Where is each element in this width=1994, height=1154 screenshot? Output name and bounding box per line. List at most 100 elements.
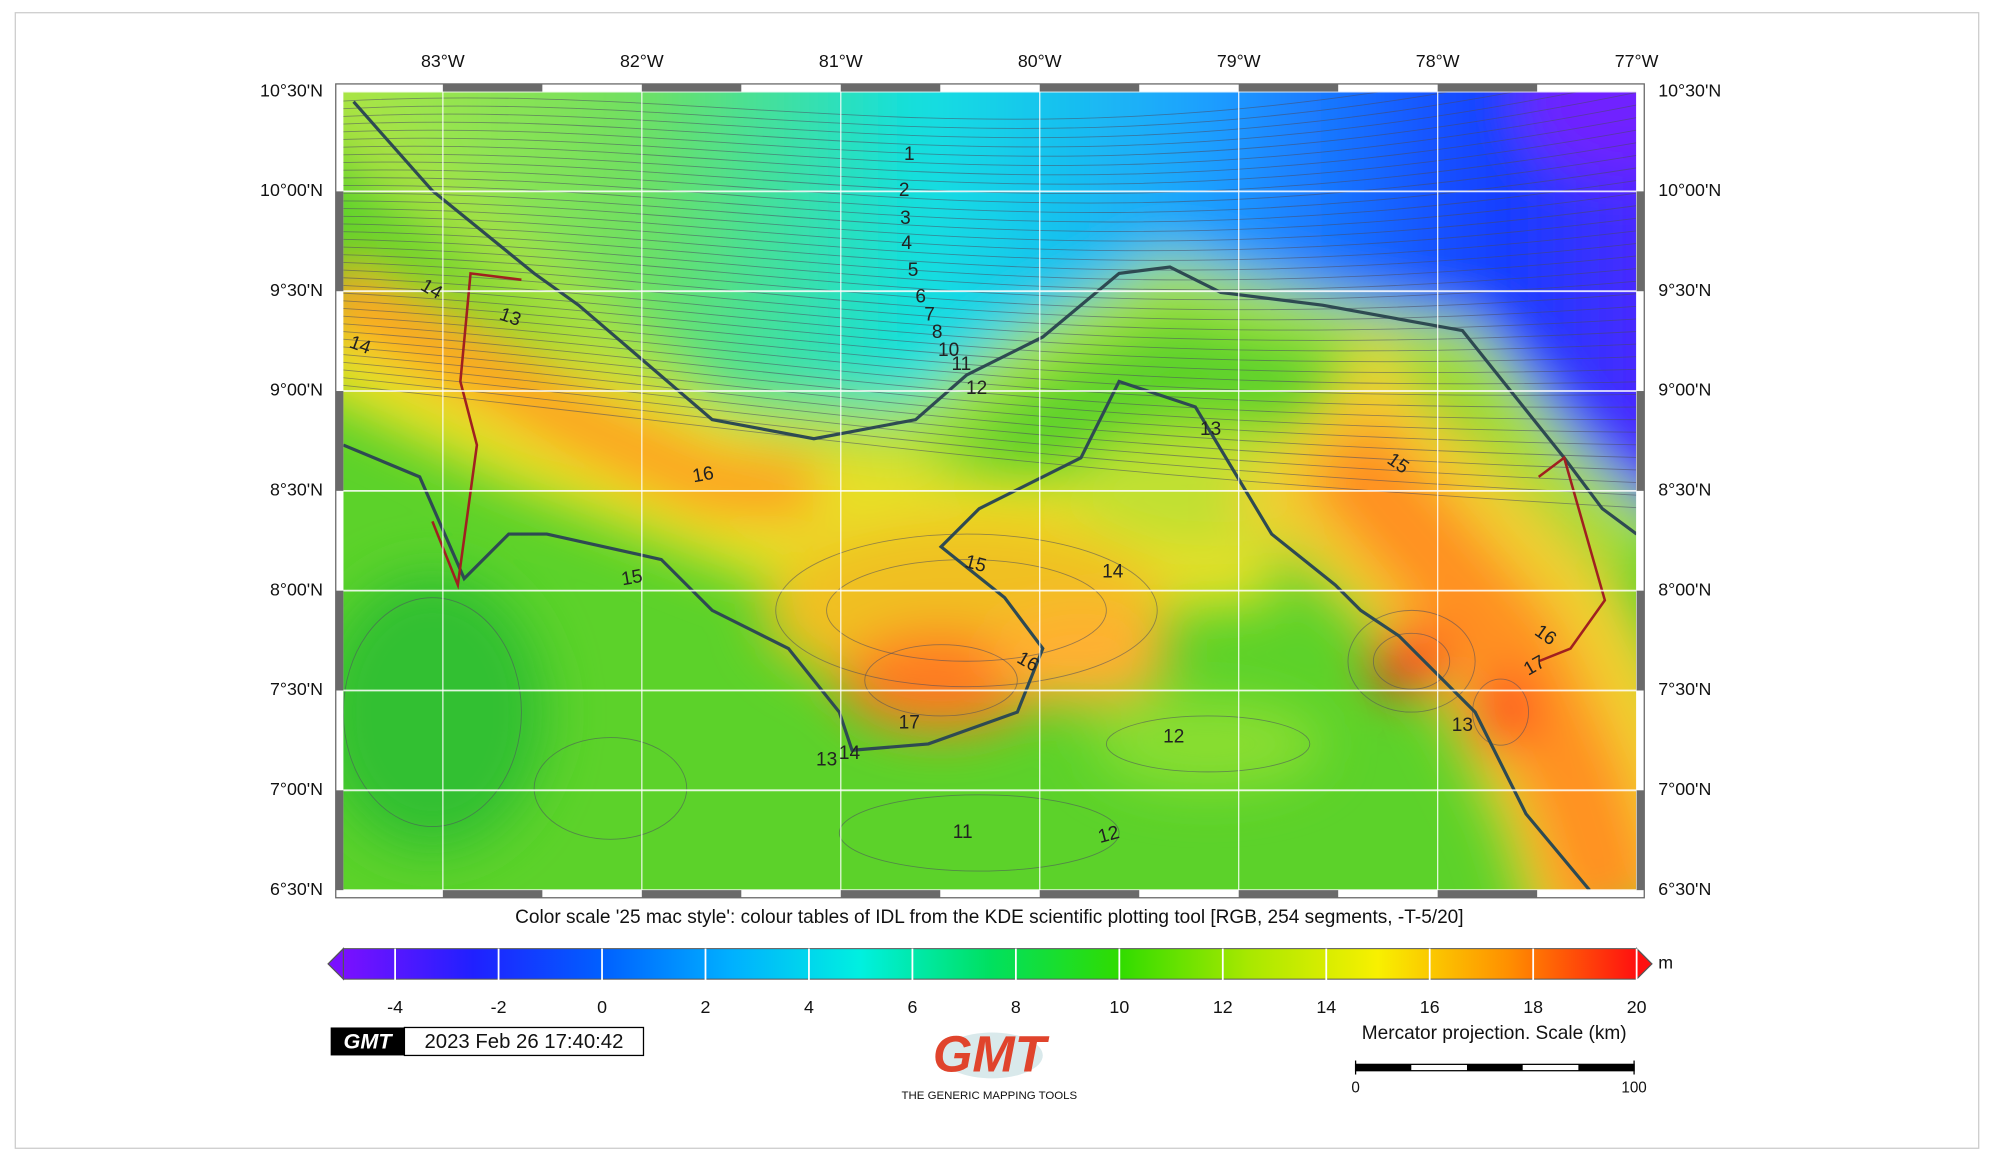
contour-line xyxy=(343,254,1637,311)
contour-label: 12 xyxy=(966,378,987,399)
lat-tick-label-left: 9°30'N xyxy=(270,280,323,300)
contour-line xyxy=(343,154,1637,204)
colorbar-tick-label: 12 xyxy=(1213,997,1233,1017)
lon-tick-label: 81°W xyxy=(819,51,863,71)
contour-line xyxy=(343,129,1637,185)
contour-line xyxy=(343,361,1637,471)
contour-label: 13 xyxy=(1452,715,1473,736)
lat-tick-label-right: 7°30'N xyxy=(1658,679,1711,699)
contour-line xyxy=(343,91,1385,120)
contour-line xyxy=(343,338,1637,433)
timestamp-logo: GMT xyxy=(344,1028,394,1053)
colorbar-high-triangle xyxy=(1635,947,1653,981)
lat-tick-label-right: 10°30'N xyxy=(1658,80,1721,100)
orange-ridge xyxy=(343,266,816,519)
contour-label: 12 xyxy=(1163,727,1184,748)
frame-segment xyxy=(1039,890,1140,898)
northeast-low xyxy=(1519,91,1637,179)
contour-loop xyxy=(1347,609,1476,713)
darien-peak-2 xyxy=(1467,673,1534,751)
colorbar-low-triangle xyxy=(327,947,345,981)
contour-line xyxy=(343,91,1454,129)
azuero-east xyxy=(991,604,1170,706)
lat-tick-label-right: 8°00'N xyxy=(1658,579,1711,599)
southwest-low xyxy=(343,572,547,852)
contour-line xyxy=(343,346,1637,446)
contour-label: 5 xyxy=(908,260,919,281)
contour-label: 14 xyxy=(839,743,861,764)
colorbar-tick-label: -2 xyxy=(491,997,507,1017)
colorbar-tick-label: 8 xyxy=(1011,997,1021,1017)
contour-label: 11 xyxy=(953,822,973,843)
lon-tick-label: 79°W xyxy=(1217,51,1261,71)
contour-label: 10 xyxy=(938,340,959,361)
contour-loop xyxy=(775,533,1158,688)
contour-line xyxy=(343,167,1637,213)
colorbar-tick-label: 10 xyxy=(1109,997,1129,1017)
colorbar-tick-label: 0 xyxy=(597,997,607,1017)
south-low xyxy=(1093,699,1323,789)
frame-segment xyxy=(1636,790,1645,891)
logo-globe xyxy=(941,1032,1043,1079)
contour-label: 13 xyxy=(1200,419,1221,440)
frame-segment xyxy=(1437,83,1538,92)
colorbar-tick-label: 6 xyxy=(907,997,917,1017)
frame-segment xyxy=(840,83,941,92)
page-border xyxy=(14,12,1980,1149)
contour-line xyxy=(343,377,1637,496)
contour-loop xyxy=(533,737,688,840)
contour-line xyxy=(343,208,1637,252)
colorbar-tick-label: 4 xyxy=(804,997,814,1017)
frame-segment xyxy=(641,83,742,92)
coast-band xyxy=(343,97,1637,569)
colorbar: -4 -2 0 2 4 6 8 10 12 14 16 18 20 xyxy=(327,947,1653,1017)
frame-segment xyxy=(1238,890,1339,898)
contour-label: 15 xyxy=(620,566,645,590)
colorbar-tick-label: -4 xyxy=(387,997,403,1017)
frame-segment xyxy=(335,191,344,292)
contour-loop xyxy=(1372,632,1451,690)
darien-peak xyxy=(1370,628,1453,695)
logo-text: GMT xyxy=(933,1025,1050,1082)
frame-segment xyxy=(335,391,344,491)
contour-line xyxy=(343,323,1637,408)
border-colombia xyxy=(1537,455,1607,663)
timestamp-box xyxy=(403,1026,645,1057)
lat-tick-label-right: 8°30'N xyxy=(1658,480,1711,500)
frame-segment xyxy=(1636,590,1645,691)
contour-loop xyxy=(838,794,1120,872)
contour-label: 13 xyxy=(816,749,837,770)
contour-line xyxy=(343,180,1637,223)
border-costa-rica xyxy=(431,271,522,590)
scale-bar-segment xyxy=(1355,1064,1412,1071)
colorbar-unit: m xyxy=(1658,953,1673,973)
contour-line xyxy=(343,331,1637,421)
scale-title: Mercator projection. Scale (km) xyxy=(1362,1023,1627,1044)
contour-line xyxy=(343,117,1637,176)
colorbar-tick-label: 20 xyxy=(1627,997,1647,1017)
contour-line xyxy=(343,91,1637,157)
contour-loop xyxy=(864,644,1018,717)
contour-label: 3 xyxy=(900,208,911,229)
contour-line xyxy=(343,292,1637,363)
contour-label: 7 xyxy=(924,304,935,325)
scale-bar-segment xyxy=(1466,1064,1523,1071)
frame-segment xyxy=(641,890,742,898)
colorbar-ramp xyxy=(342,948,1638,980)
contour-line xyxy=(343,104,1637,166)
darien-orange xyxy=(1296,411,1637,891)
timestamp-logo-box xyxy=(330,1027,405,1056)
contour-label: 1 xyxy=(904,144,915,165)
lon-tick-label: 82°W xyxy=(620,51,664,71)
contour-line xyxy=(343,354,1637,458)
lat-tick-label-right: 10°00'N xyxy=(1658,180,1721,200)
contour-line xyxy=(343,277,1637,341)
frame-segment xyxy=(1039,83,1140,92)
contour-line xyxy=(343,269,1637,331)
contour-loop xyxy=(1472,678,1529,746)
lat-tick-label-right: 7°00'N xyxy=(1658,779,1711,799)
lat-tick-label-left: 6°30'N xyxy=(270,879,323,899)
colorbar-tick-label: 18 xyxy=(1523,997,1543,1017)
contour-label: 17 xyxy=(899,713,920,734)
